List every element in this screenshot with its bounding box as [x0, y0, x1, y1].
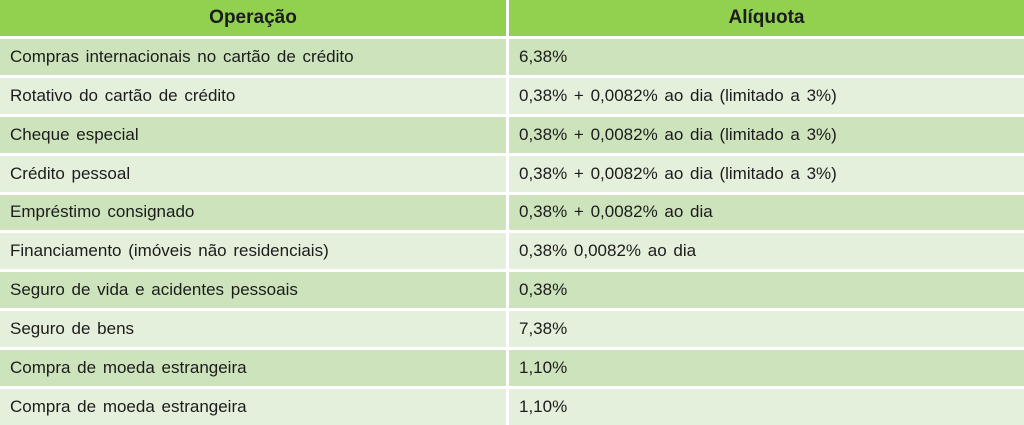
cell-aliquota: 0,38% + 0,0082% ao dia (limitado a 3%) [509, 77, 1024, 114]
cell-operacao: Crédito pessoal [0, 155, 506, 192]
cell-operacao: Seguro de vida e acidentes pessoais [0, 272, 506, 309]
cell-aliquota: 1,10% [509, 350, 1024, 387]
cell-operacao: Seguro de bens [0, 311, 506, 348]
cell-operacao: Empréstimo consignado [0, 194, 506, 231]
cell-aliquota: 7,38% [509, 311, 1024, 348]
column-header-operacao: Operação [0, 0, 506, 36]
cell-aliquota: 0,38% + 0,0082% ao dia [509, 194, 1024, 231]
cell-operacao: Compra de moeda estrangeira [0, 389, 506, 425]
column-header-aliquota: Alíquota [509, 0, 1024, 36]
cell-aliquota: 1,10% [509, 389, 1024, 425]
cell-operacao: Rotativo do cartão de crédito [0, 77, 506, 114]
cell-aliquota: 0,38% + 0,0082% ao dia (limitado a 3%) [509, 155, 1024, 192]
cell-aliquota: 0,38% + 0,0082% ao dia (limitado a 3%) [509, 116, 1024, 153]
cell-operacao: Cheque especial [0, 116, 506, 153]
cell-operacao: Financiamento (imóveis não residenciais) [0, 233, 506, 270]
cell-aliquota: 6,38% [509, 38, 1024, 75]
cell-aliquota: 0,38% 0,0082% ao dia [509, 233, 1024, 270]
cell-operacao: Compras internacionais no cartão de créd… [0, 38, 506, 75]
cell-operacao: Compra de moeda estrangeira [0, 350, 506, 387]
cell-aliquota: 0,38% [509, 272, 1024, 309]
